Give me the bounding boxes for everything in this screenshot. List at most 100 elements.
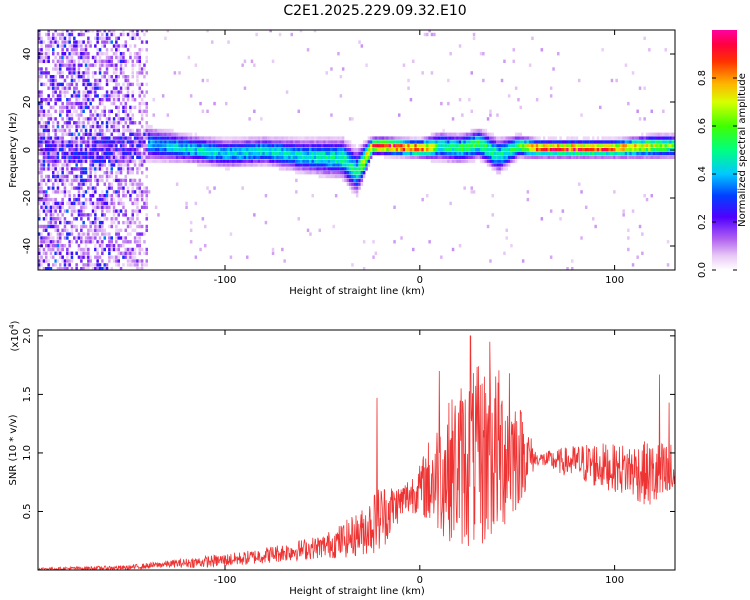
spectrogram-cell (302, 155, 305, 159)
spectrogram-cell (559, 148, 562, 152)
spectrogram-cell (657, 155, 660, 159)
spectrogram-cell (332, 140, 335, 144)
spectrogram-cell (426, 148, 429, 152)
spectrogram-cell (47, 94, 50, 98)
spectrogram-cell (38, 217, 41, 221)
spectrogram-cell (173, 151, 177, 156)
spectrogram-cell (449, 132, 452, 136)
spectrogram-cell (283, 136, 286, 140)
spectrogram-cell (38, 67, 41, 71)
spectrogram-cell (386, 151, 389, 156)
spectrogram-cell (122, 98, 125, 102)
spectrogram-cell (512, 144, 515, 148)
spectrogram-cell (423, 32, 427, 37)
spectrogram-cell (557, 52, 560, 56)
spectrogram-cell (61, 36, 64, 40)
spectrogram-cell (493, 155, 497, 159)
spectrogram-cell (89, 220, 92, 225)
spectrogram-cell (204, 155, 207, 159)
spectrogram-cell (56, 71, 60, 75)
spectrogram-cell (500, 140, 504, 144)
spectrogram-cell (131, 59, 134, 63)
spectrogram-cell (416, 155, 420, 159)
spectrogram-cell (40, 259, 43, 263)
spectrogram-cell (274, 163, 277, 167)
spectrogram-cell (629, 140, 632, 144)
spectrogram-cell (358, 171, 361, 175)
spectrogram-cell (269, 155, 272, 159)
spectrogram-cell (447, 144, 450, 148)
spectrogram-cell (201, 151, 205, 156)
spectrogram-cell (482, 78, 485, 83)
spectrogram-cell (101, 94, 104, 98)
spectrogram-cell (82, 171, 85, 175)
spectrogram-cell (545, 140, 548, 144)
spectrogram-cell (241, 186, 244, 190)
spectrogram-cell (393, 144, 396, 148)
spectrogram-cell (45, 59, 48, 63)
spectrogram-cell (313, 140, 317, 144)
spectrogram-cell (129, 132, 132, 136)
spectrogram-cell (482, 155, 485, 159)
spectrogram-cell (84, 159, 88, 163)
spectrogram-cell (278, 159, 282, 163)
spectrogram-cell (365, 63, 368, 67)
spectrogram-cell (489, 144, 492, 148)
spectrogram-cell (166, 30, 170, 33)
spectrogram-cell (463, 140, 466, 144)
spectrogram-cell (98, 98, 102, 102)
spectrogram-cell (458, 151, 462, 156)
spectrogram-cell (232, 148, 235, 152)
spectrogram-cell (84, 52, 88, 56)
spectrogram-cell (470, 148, 473, 152)
spectrogram-cell (398, 155, 401, 159)
spectrogram-cell (358, 182, 361, 186)
spectrogram-cell (227, 140, 230, 144)
spectrogram-cell (271, 140, 275, 144)
spectrogram-cell (669, 151, 672, 156)
spectrogram-cell (61, 213, 64, 217)
spectrogram-cell (208, 190, 212, 194)
spectrogram-cell (47, 174, 50, 179)
spectrogram-cell (68, 121, 71, 125)
spectrogram-cell (419, 155, 422, 159)
spectrogram-cell (309, 140, 312, 144)
spectrogram-cell (91, 232, 95, 236)
spectrogram-cell (52, 121, 55, 125)
spectrogram-cell (122, 105, 125, 110)
spectrogram-cell (295, 136, 298, 140)
spectrogram-cell (70, 82, 74, 87)
spectrogram-cell (482, 151, 485, 156)
spectrogram-cell (87, 240, 90, 244)
spectrogram-cell (187, 148, 191, 152)
spectrogram-cell (472, 190, 476, 194)
spectrogram-cell (77, 186, 81, 190)
spectrogram-cell (108, 224, 111, 229)
spectrogram-cell (171, 155, 174, 159)
spectrogram-cell (430, 155, 434, 159)
spectrogram-cell (643, 194, 646, 198)
spectrogram-cell (631, 151, 635, 156)
spectrogram-cell (108, 259, 111, 263)
spectrogram-cell (68, 59, 71, 63)
spectrogram-cell (140, 247, 144, 252)
spectrogram-cell (596, 144, 600, 148)
spectrogram-cell (185, 151, 188, 156)
spectrogram-cell (49, 236, 53, 240)
spectrogram-cell (131, 98, 134, 102)
spectrogram-cell (316, 159, 319, 163)
spectrogram-cell (211, 163, 214, 167)
spectrogram-cell (187, 132, 191, 136)
spectrogram-cell (327, 151, 331, 156)
spectrogram-cell (105, 190, 109, 194)
spectrogram-cell (206, 78, 209, 83)
spectrogram-cell (524, 144, 527, 148)
spectrogram-cell (213, 140, 216, 144)
spectrogram-cell (267, 151, 270, 156)
spectrogram-cell (91, 82, 95, 87)
spectrogram-cell (129, 52, 132, 56)
spectrogram-cell (40, 44, 43, 48)
spectrogram-cell (101, 36, 104, 40)
spectrogram-cell (80, 105, 83, 110)
spectrogram-cell (234, 140, 237, 144)
